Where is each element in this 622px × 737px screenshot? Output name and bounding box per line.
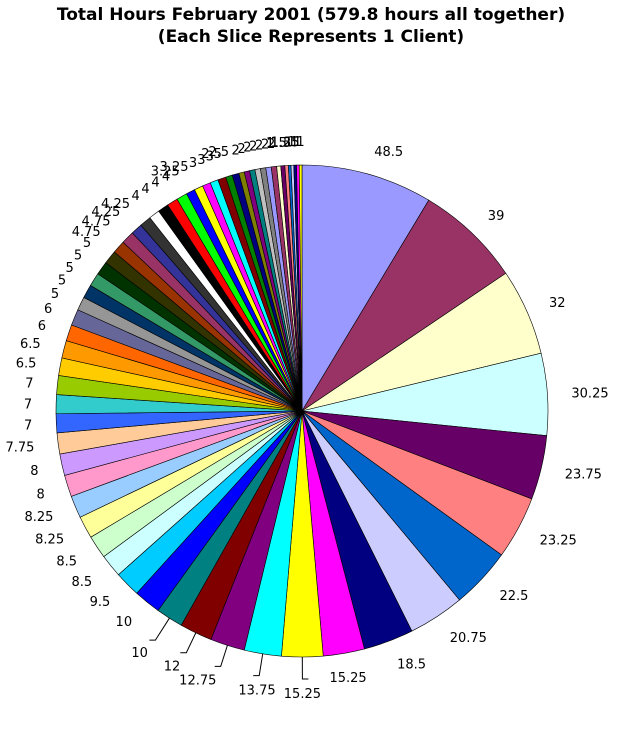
slice-label: 7 [24, 419, 32, 434]
slice-label: 1 [284, 135, 292, 150]
pie-slices [55, 164, 549, 658]
slice-label: 6.5 [20, 337, 41, 352]
slice-label: 18.5 [397, 658, 426, 673]
slice-label: 8.5 [56, 554, 77, 569]
slice-label: 2 [267, 137, 275, 152]
slice-label: 1.5 [266, 136, 287, 151]
slice-label: 2 [231, 143, 239, 158]
chart-subtitle: (Each Slice Represents 1 Client) [157, 27, 465, 47]
slice-label: 7 [25, 376, 33, 391]
slice-label: 4 [132, 189, 140, 204]
slice-label: 2 [237, 142, 245, 157]
slice-label: 2 [243, 141, 251, 156]
slice-label: 4.75 [72, 225, 101, 240]
slice-label: 6 [44, 302, 52, 317]
slice-label: 30.25 [571, 387, 608, 402]
slice-label: 9.5 [90, 595, 111, 610]
slice-label: 23.75 [565, 467, 602, 482]
slice-label: 20.75 [450, 631, 487, 646]
leader-line [214, 645, 228, 667]
slice-label: 2.5 [201, 147, 222, 162]
slice-label: 5 [74, 248, 82, 263]
slice-label: 48.5 [374, 145, 403, 160]
slice-label: 6 [38, 319, 46, 334]
slice-label: 15.25 [329, 671, 366, 686]
slice-label: 10 [131, 646, 148, 661]
slice-label: 2 [249, 139, 257, 154]
slice-label: 5 [83, 236, 91, 251]
slice-label: 8.5 [72, 575, 93, 590]
slice-label: 5 [51, 287, 59, 302]
slice-label: 13.75 [238, 683, 275, 698]
slice-label: 22.5 [500, 589, 529, 604]
pie-slice [301, 164, 430, 413]
slice-label: 1 [287, 135, 295, 150]
slice-label: 10 [116, 615, 133, 630]
slice-label: 1.5 [271, 136, 292, 151]
slice-label: 1.25 [271, 136, 300, 151]
slice-label: 3 [206, 150, 214, 165]
leader-line [301, 656, 309, 680]
slice-label: 1 [290, 135, 298, 150]
slice-label: 4 [151, 176, 159, 191]
slice-label: 7 [24, 398, 32, 413]
pie-slice [301, 199, 507, 412]
slice-label: 5 [58, 274, 66, 289]
slice-label: 2 [261, 138, 269, 153]
slice-label: 4.25 [101, 197, 130, 212]
slice-label: 8 [37, 487, 45, 502]
slice-label: 2 [255, 138, 263, 153]
slice-label: 5 [66, 261, 74, 276]
slice-label: 23.25 [540, 533, 577, 548]
leader-line [149, 617, 170, 641]
slice-label: 4.75 [82, 215, 111, 230]
leader-line [180, 632, 197, 654]
slice-label: 8.25 [24, 510, 53, 525]
slice-label: 39 [488, 209, 505, 224]
slice-label: 32 [549, 296, 566, 311]
slice-label: 3.25 [151, 164, 180, 179]
slice-label: 15.25 [284, 687, 321, 702]
slice-label: 12 [164, 659, 181, 674]
slice-label: 12.75 [179, 674, 216, 689]
slice-labels: 48.5393230.2523.7523.2522.520.7518.515.2… [5, 135, 608, 702]
leader-lines [149, 617, 309, 680]
slice-label: 2.5 [208, 145, 229, 160]
slice-label: 3 [197, 153, 205, 168]
pie-slice [298, 164, 303, 412]
slice-label: 1 [293, 135, 301, 150]
slice-label: 3.25 [160, 160, 189, 175]
leader-line [253, 653, 264, 677]
slice-label: 1 [296, 135, 304, 150]
slice-label: 8 [30, 464, 38, 479]
slice-label: 3 [189, 156, 197, 171]
slice-label: 4 [162, 169, 170, 184]
slice-label: 4 [141, 182, 149, 197]
chart-title: Total Hours February 2001 (579.8 hours a… [56, 5, 566, 25]
chart-title-block: Total Hours February 2001 (579.8 hours a… [0, 4, 622, 48]
slice-label: 6.5 [16, 356, 37, 371]
slice-label: 7.75 [5, 441, 34, 456]
slice-label: 4.25 [91, 205, 120, 220]
slice-label: 8.25 [35, 533, 64, 548]
